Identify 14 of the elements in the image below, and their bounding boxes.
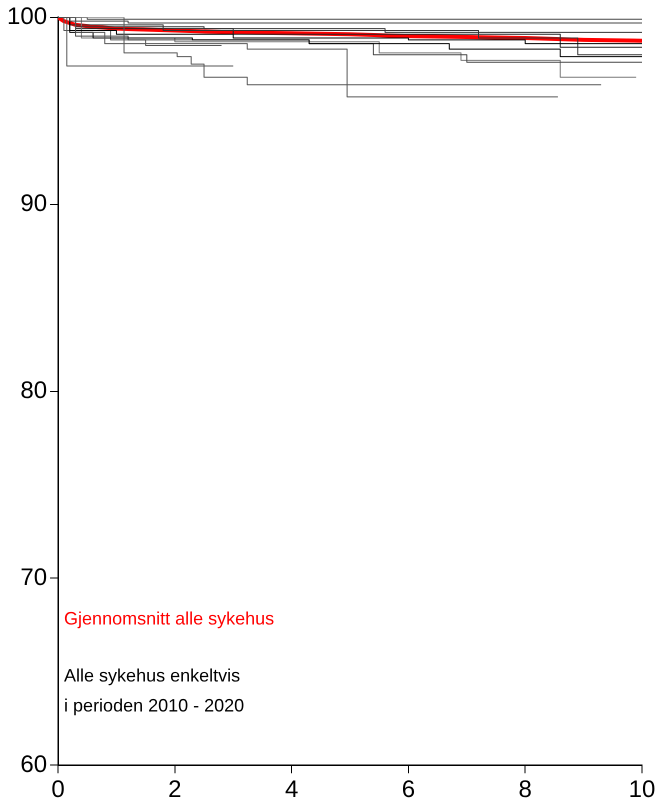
x-tick-label: 4	[284, 776, 298, 804]
x-tick-label: 0	[51, 776, 65, 804]
y-tick-label: 90	[20, 190, 48, 217]
x-tick-label: 10	[628, 776, 656, 804]
x-tick-label: 8	[518, 776, 532, 804]
annotation: Alle sykehus enkeltvis	[64, 665, 240, 686]
annotation: i perioden 2010 - 2020	[64, 695, 244, 716]
text: Gjennomsnitt alle sykehus	[64, 608, 274, 628]
y-tick-label: 60	[20, 750, 48, 778]
x-tick-label: 6	[402, 776, 416, 804]
y-tick-label: 80	[20, 376, 48, 404]
y-tick-label: 70	[20, 564, 48, 591]
x-tick-label: 2	[168, 776, 182, 804]
y-tick-label: 100	[6, 3, 48, 30]
